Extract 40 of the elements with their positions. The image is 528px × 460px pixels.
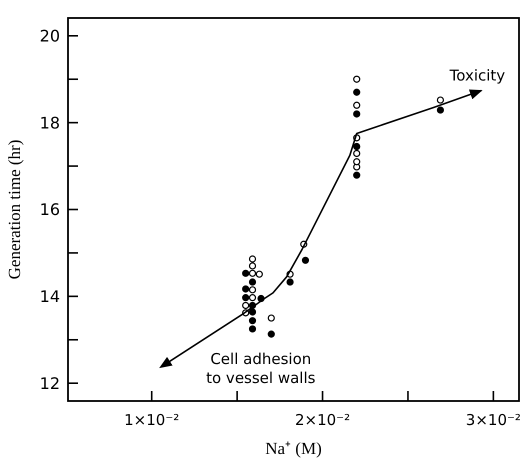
point <box>436 96 444 104</box>
point <box>248 255 256 263</box>
point <box>248 286 256 294</box>
y-tick-label: 20 <box>40 26 60 46</box>
point <box>353 88 360 96</box>
x-axis-title: Na⁺ (M) <box>265 439 322 458</box>
point <box>353 158 360 166</box>
point <box>248 270 256 277</box>
point <box>248 325 256 333</box>
point <box>242 270 250 277</box>
point <box>248 294 256 302</box>
y-tick-label: 14 <box>40 286 60 306</box>
point <box>353 150 360 158</box>
point <box>242 302 250 310</box>
point <box>353 142 360 150</box>
point <box>286 278 294 286</box>
point <box>353 110 360 118</box>
annotation: Cell adhesion to vessel walls <box>206 350 316 387</box>
x-tick-label: 3×10⁻² <box>466 411 521 429</box>
point <box>268 314 275 322</box>
x-tick-label: 2×10⁻² <box>294 411 350 429</box>
point <box>248 278 256 286</box>
point <box>248 262 256 270</box>
y-tick-label: 18 <box>40 113 60 132</box>
point <box>353 172 360 179</box>
point <box>436 106 444 114</box>
point <box>353 102 360 109</box>
annotation: Toxicity <box>448 66 506 85</box>
point <box>268 330 275 338</box>
x-tick-label: 1×10⁻² <box>124 411 180 429</box>
y-tick-label: 12 <box>40 374 60 393</box>
point <box>248 308 256 316</box>
point <box>242 285 250 293</box>
y-axis-title: Generation time (hr) <box>5 140 24 280</box>
point <box>353 76 360 83</box>
point <box>242 294 250 302</box>
point <box>248 317 256 324</box>
point <box>256 270 263 278</box>
y-tick-label: 16 <box>40 200 60 220</box>
point <box>302 256 310 264</box>
